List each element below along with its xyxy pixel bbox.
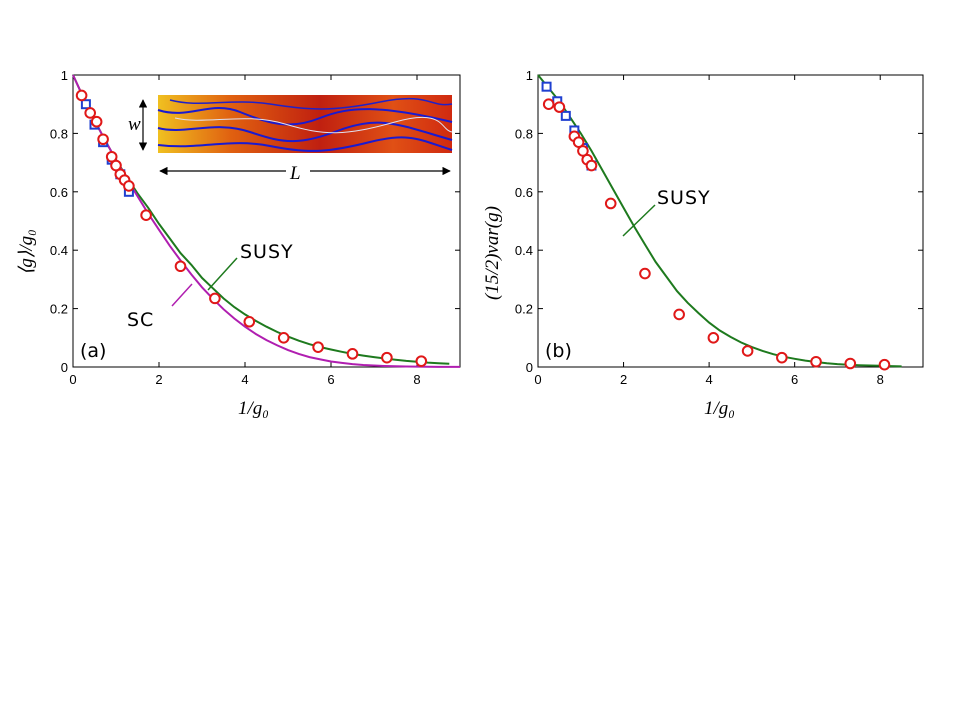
plot-frame-b <box>537 74 924 368</box>
data-point-circle <box>577 145 589 157</box>
data-point-circle <box>741 345 754 357</box>
data-point-circle <box>110 159 122 172</box>
ticks-a: 0 2 4 6 8 0 0.2 0.4 0.6 0.8 1 <box>50 68 460 387</box>
data-point-circle <box>673 308 685 321</box>
markers-a <box>75 89 428 367</box>
panel-b: 0 2 4 6 8 0 0.2 0.4 0.6 0.8 1 SUSY (b) 1/g₀ (15/2)… <box>482 68 924 419</box>
sc-label-a: SC <box>127 309 154 331</box>
x-tick-label: 0 <box>69 372 76 387</box>
data-point-circle <box>878 358 891 371</box>
data-point-square <box>541 81 552 92</box>
x-tick-label: 4 <box>705 372 712 387</box>
x-tick-label: 8 <box>413 372 420 387</box>
data-point-circle <box>572 136 585 148</box>
y-tick-label: 0.8 <box>50 126 68 141</box>
data-point-square <box>560 110 571 121</box>
x-tick-label: 2 <box>155 372 162 387</box>
data-point-circle <box>90 115 103 128</box>
data-point-circle <box>553 101 566 113</box>
data-point-circle <box>174 260 187 273</box>
data-point-circle <box>776 351 788 364</box>
data-point-circle <box>810 355 822 368</box>
y-tick-label: 0.4 <box>50 243 68 258</box>
data-point-circle <box>381 351 393 364</box>
data-point-circle <box>346 348 359 360</box>
susy-pointer-a <box>207 257 238 291</box>
panel-label-a: (a) <box>80 340 106 362</box>
series-line-susy <box>537 74 902 368</box>
panel-label-b: (b) <box>545 340 572 362</box>
x-tick-label: 8 <box>877 372 884 387</box>
data-point-circle <box>604 197 617 210</box>
inset-length-label: L <box>289 163 301 184</box>
inset-width-label: w <box>128 114 141 135</box>
x-tick-label: 2 <box>620 372 627 387</box>
x-axis-label-b: 1/g₀ <box>704 398 735 419</box>
y-tick-label: 0.4 <box>515 243 533 258</box>
y-tick-label: 0.8 <box>515 126 533 141</box>
x-tick-label: 0 <box>534 372 541 387</box>
y-tick-label: 1 <box>526 68 533 83</box>
data-point-circle <box>209 292 221 305</box>
y-tick-label: 0.2 <box>50 302 68 317</box>
data-point-circle <box>105 150 118 163</box>
panel-a: 0 2 4 6 8 0 0.2 0.4 0.6 0.8 1 w L SUSY SC (a) 1/g₀… <box>16 68 461 419</box>
data-point-circle <box>123 180 135 192</box>
x-tick-label: 6 <box>327 372 334 387</box>
data-point-circle <box>312 341 324 353</box>
curves-b <box>537 74 902 368</box>
y-tick-label: 1 <box>61 68 68 83</box>
x-tick-label: 6 <box>791 372 798 387</box>
data-point-circle <box>75 89 88 102</box>
data-point-circle <box>585 159 598 172</box>
y-tick-label: 0 <box>526 360 533 375</box>
susy-pointer-b <box>622 204 656 237</box>
data-point-circle <box>639 267 651 280</box>
data-point-circle <box>243 315 256 328</box>
markers-b <box>541 81 891 371</box>
y-tick-label: 0.6 <box>515 185 533 200</box>
data-point-circle <box>277 332 290 344</box>
data-point-circle <box>140 209 152 221</box>
y-tick-label: 0 <box>61 360 68 375</box>
data-point-circle <box>844 357 857 370</box>
data-point-circle <box>542 98 555 110</box>
y-tick-label: 0.2 <box>515 302 533 317</box>
susy-label-b: SUSY <box>657 187 711 209</box>
data-point-square <box>80 99 91 110</box>
data-point-circle <box>97 133 109 146</box>
y-axis-label-a: ⟨g⟩/g₀ <box>16 229 37 275</box>
data-point-circle <box>707 332 720 344</box>
x-tick-label: 4 <box>241 372 248 387</box>
sc-pointer-a <box>171 283 193 307</box>
data-point-circle <box>84 107 96 119</box>
y-axis-label-b: (15/2)var(g) <box>482 206 503 300</box>
x-axis-label-a: 1/g₀ <box>238 398 269 419</box>
data-point-circle <box>415 355 428 367</box>
susy-label-a: SUSY <box>240 241 294 263</box>
y-tick-label: 0.6 <box>50 185 68 200</box>
inset-sample-image <box>157 95 453 153</box>
series-line-sc <box>72 74 460 368</box>
